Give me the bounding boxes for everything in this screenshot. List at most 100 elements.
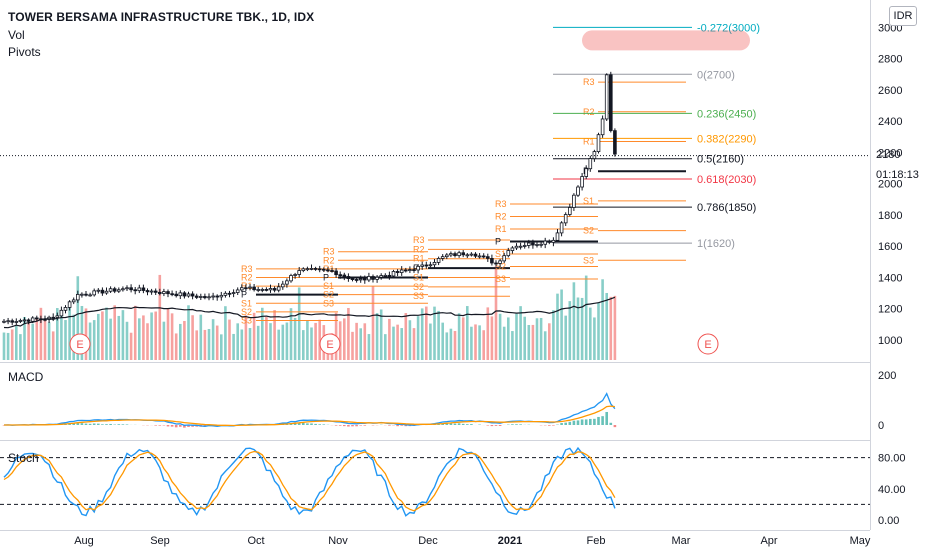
macd-tick-label: 200 xyxy=(878,370,896,382)
candle-body xyxy=(580,176,584,188)
volume-bar xyxy=(15,325,18,360)
volume-bar xyxy=(195,330,198,360)
macd-histogram-bar xyxy=(105,424,108,425)
volume-bar xyxy=(109,318,112,360)
macd-histogram-bar xyxy=(76,422,80,425)
macd-title[interactable]: MACD xyxy=(8,370,44,384)
volume-bar xyxy=(609,296,613,360)
pivot-label: S1 xyxy=(413,272,424,282)
pivots-indicator-label[interactable]: Pivots xyxy=(8,45,41,59)
volume-bar xyxy=(310,327,313,360)
pivot-label: S2 xyxy=(323,290,334,300)
pivot-label: P xyxy=(495,237,501,247)
volume-bar xyxy=(515,313,518,360)
volume-bar xyxy=(548,323,551,360)
price-tick-label: 2000 xyxy=(878,179,902,191)
volume-bar xyxy=(256,325,260,360)
macd-histogram-bar xyxy=(187,425,190,427)
candle-body xyxy=(596,134,601,152)
macd-histogram-bar xyxy=(453,423,457,425)
volume-bar xyxy=(601,279,604,360)
volume-bar xyxy=(314,322,317,360)
fib-label: 0.786(1850) xyxy=(697,202,756,214)
macd-histogram-bar xyxy=(109,423,112,425)
candle-body xyxy=(67,301,72,308)
candle-body xyxy=(481,255,486,258)
countdown-label: 01:18:13 xyxy=(876,169,919,181)
volume-bar xyxy=(568,301,572,360)
candle-body xyxy=(80,293,84,296)
candle-body xyxy=(522,245,527,247)
candle-body xyxy=(244,287,248,290)
macd-line xyxy=(3,392,616,428)
volume-bar xyxy=(355,322,358,360)
volume-bar xyxy=(211,319,215,360)
fib-label: 0(2700) xyxy=(697,69,735,81)
pivot-label: R1 xyxy=(495,224,507,234)
candle-body xyxy=(305,268,310,271)
volume-bar xyxy=(420,308,424,360)
candle-body xyxy=(584,168,588,177)
candle-body xyxy=(301,268,306,271)
candle-body xyxy=(121,288,125,291)
pivot-label: R2 xyxy=(413,244,425,254)
candle-body xyxy=(346,276,351,279)
volume-bar xyxy=(576,297,580,360)
volume-bar xyxy=(2,332,6,360)
volume-bar xyxy=(56,308,59,360)
candle-body xyxy=(18,320,23,322)
volume-bar xyxy=(80,305,84,360)
macd-histogram-bar xyxy=(490,425,494,427)
candle-body xyxy=(399,269,404,273)
volume-bar xyxy=(384,334,387,360)
volume-bar xyxy=(64,320,67,360)
candle-body xyxy=(190,293,195,297)
volume-indicator-label[interactable]: Vol xyxy=(8,28,25,42)
candle-body xyxy=(387,274,392,277)
candle-body xyxy=(531,242,535,246)
volume-bar xyxy=(269,323,272,360)
volume-bar xyxy=(412,328,416,360)
volume-bar xyxy=(252,312,256,360)
candle-body xyxy=(613,130,617,155)
volume-bar xyxy=(494,266,498,360)
price-tick-label: 1200 xyxy=(878,304,902,316)
volume-bar xyxy=(564,315,567,360)
macd-histogram-bar xyxy=(404,425,408,427)
macd-histogram-bar xyxy=(121,424,125,425)
macd-histogram-bar xyxy=(564,422,567,425)
candle-body xyxy=(272,288,277,291)
volume-bar xyxy=(613,295,617,360)
candle-body xyxy=(367,276,371,281)
candle-body xyxy=(563,214,568,224)
volume-bar xyxy=(166,308,170,360)
volume-bar xyxy=(457,313,461,360)
stoch-title[interactable]: Stoch xyxy=(8,451,39,465)
volume-bar xyxy=(498,313,502,360)
macd-histogram-bar xyxy=(498,425,502,426)
macd-histogram-bar xyxy=(183,425,186,428)
candle-body xyxy=(420,264,424,267)
volume-bar xyxy=(375,313,379,360)
volume-bar xyxy=(43,319,47,360)
volume-bar xyxy=(6,332,10,360)
candle-body xyxy=(428,264,433,267)
volume-bar xyxy=(289,308,293,360)
volume-bar xyxy=(68,307,71,360)
macd-histogram-bar xyxy=(363,425,367,426)
volume-bar xyxy=(552,310,555,360)
volume-bar xyxy=(285,322,289,360)
candle-body xyxy=(362,278,367,281)
currency-badge[interactable]: IDR xyxy=(889,6,917,26)
candle-body xyxy=(186,293,191,297)
candle-body xyxy=(2,320,6,323)
volume-bar xyxy=(343,318,346,360)
macd-histogram-bar xyxy=(580,419,584,425)
candle-body xyxy=(358,278,363,281)
volume-bar xyxy=(207,328,211,360)
volume-bar xyxy=(453,330,457,360)
stoch-k-line xyxy=(3,446,616,517)
macd-histogram-bar xyxy=(338,425,342,426)
volume-bar xyxy=(47,322,51,360)
